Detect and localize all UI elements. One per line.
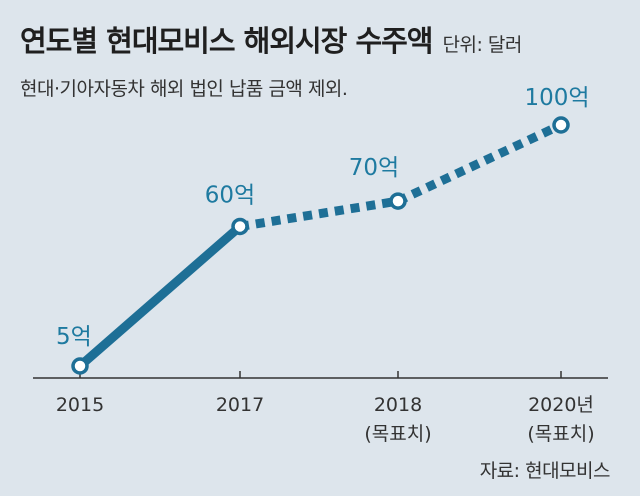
x-tick-label-3: 2020년 (528, 394, 594, 416)
chart-note: 현대·기아자동차 해외 법인 납품 금액 제외. (20, 78, 348, 100)
data-label-0: 5억 (56, 324, 92, 350)
chart-title: 연도별 현대모비스 해외시장 수주액 (20, 24, 433, 58)
data-point-2 (389, 192, 407, 210)
data-point-3 (552, 116, 570, 134)
series-segment-1 (239, 196, 399, 231)
x-tick-sublabel-3: (목표치) (527, 423, 594, 445)
data-point-0 (71, 357, 89, 375)
x-tick-label-0: 2015 (56, 394, 104, 416)
source-label: 자료: 현대모비스 (479, 460, 611, 482)
x-tick-label-1: 2017 (216, 394, 264, 416)
series-segment-2 (396, 120, 563, 206)
data-label-2: 70억 (349, 155, 399, 181)
x-tick-sublabel-2: (목표치) (364, 423, 431, 445)
data-label-3: 100억 (524, 85, 589, 111)
series-segment-0 (77, 223, 243, 370)
data-label-1: 60억 (205, 182, 255, 208)
unit-label: 단위: 달러 (442, 34, 523, 56)
title-row: 연도별 현대모비스 해외시장 수주액 단위: 달러 (20, 18, 522, 60)
x-tick-label-2: 2018 (374, 394, 422, 416)
data-point-1 (231, 217, 249, 236)
